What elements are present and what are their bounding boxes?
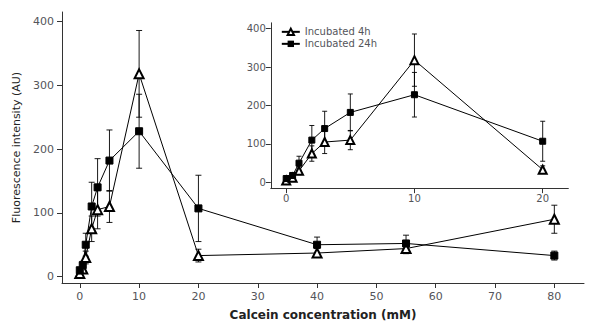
svg-text:400: 400 (33, 15, 54, 28)
svg-text:30: 30 (251, 290, 265, 303)
svg-text:0: 0 (76, 290, 83, 303)
svg-text:50: 50 (369, 290, 383, 303)
svg-text:200: 200 (33, 143, 54, 156)
svg-text:20: 20 (191, 290, 205, 303)
svg-text:0: 0 (47, 270, 54, 283)
svg-text:400: 400 (247, 23, 266, 34)
svg-text:70: 70 (488, 290, 502, 303)
svg-text:Calcein concentration (mM): Calcein concentration (mM) (230, 308, 417, 322)
svg-text:100: 100 (247, 138, 266, 149)
svg-text:80: 80 (547, 290, 561, 303)
svg-text:100: 100 (33, 206, 54, 219)
svg-text:200: 200 (247, 100, 266, 111)
svg-text:60: 60 (429, 290, 443, 303)
svg-text:10: 10 (132, 290, 146, 303)
svg-text:Fluorescence intensity (AU): Fluorescence intensity (AU) (10, 72, 23, 223)
svg-text:40: 40 (310, 290, 324, 303)
svg-text:10: 10 (408, 193, 421, 204)
svg-text:0: 0 (259, 177, 265, 188)
svg-text:0: 0 (283, 193, 289, 204)
svg-text:20: 20 (536, 193, 549, 204)
svg-text:300: 300 (33, 79, 54, 92)
svg-text:Incubated 4h: Incubated 4h (305, 26, 371, 37)
svg-text:Incubated 24h: Incubated 24h (305, 38, 377, 49)
svg-text:300: 300 (247, 62, 266, 73)
